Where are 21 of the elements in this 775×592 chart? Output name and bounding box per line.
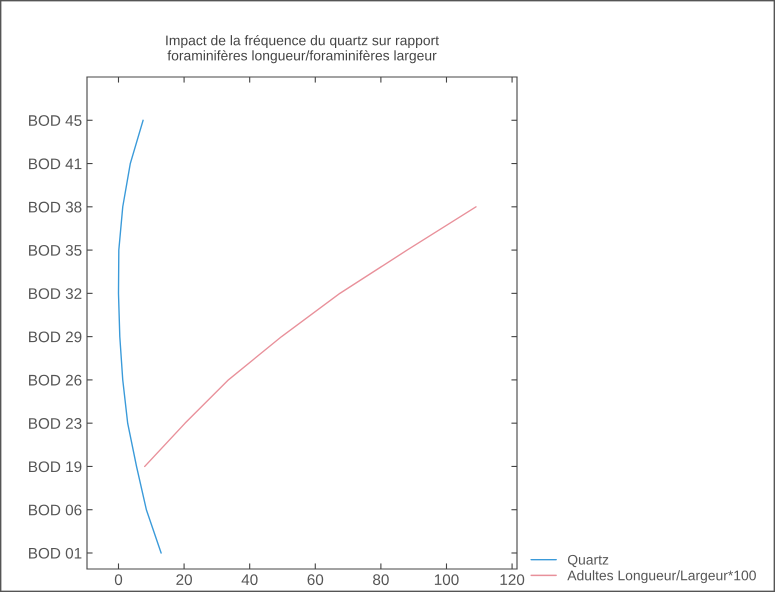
y-tick-label: BOD 23 (29, 418, 82, 429)
y-tick-label: BOD 38 (29, 202, 82, 212)
x-tick-label: 20 (176, 574, 192, 586)
y-tick-label: BOD 01 (29, 548, 82, 559)
y-tick-label: BOD 45 (29, 115, 82, 126)
x-tick-label: 60 (308, 574, 324, 586)
y-tick-label: BOD 35 (29, 244, 82, 256)
y-tick-label: BOD 29 (29, 332, 82, 342)
legend-label: Quartz (568, 554, 608, 568)
y-tick-label: BOD 32 (29, 288, 82, 300)
x-tick-label: 0 (114, 574, 122, 586)
x-tick-label: 40 (242, 574, 258, 586)
x-tick-label: 120 (500, 574, 524, 586)
x-tick-label: 80 (373, 574, 389, 586)
legend-label: Adultes Longueur/Largeur*100 (567, 570, 756, 584)
chart-title: Impact de la fréquence du quartz sur rapport foraminifères longueur/foraminifères largeur (166, 34, 439, 64)
y-tick-label: BOD 06 (29, 504, 82, 516)
y-tick-label: BOD 26 (29, 374, 82, 386)
y-tick-label: BOD 41 (29, 158, 82, 170)
x-tick-label: 100 (434, 574, 459, 586)
y-tick-label: BOD 19 (29, 461, 82, 472)
